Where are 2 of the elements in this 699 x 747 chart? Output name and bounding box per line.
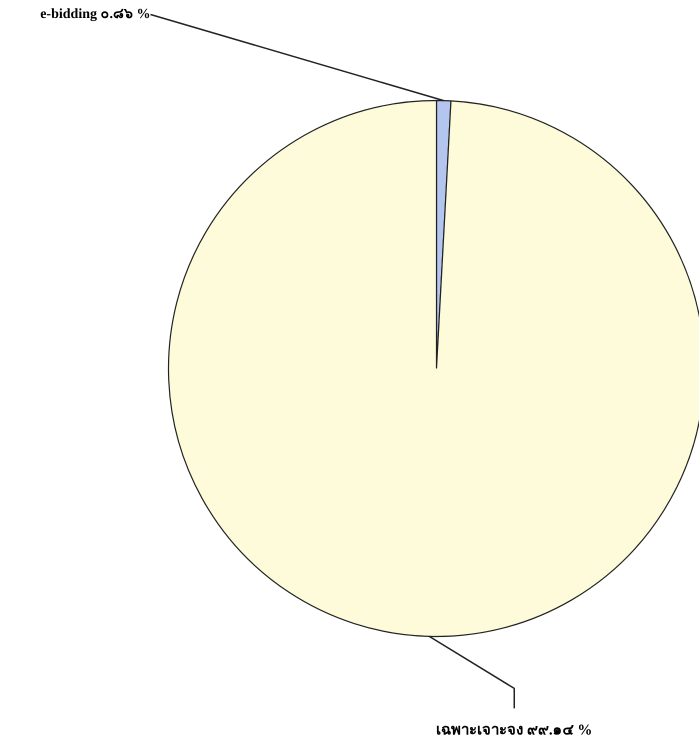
slice-label: เฉพาะเจาะจง ๙๙.๑๔ % bbox=[436, 722, 592, 738]
slice-label: e-bidding ๐.๘๖ % bbox=[40, 7, 151, 22]
